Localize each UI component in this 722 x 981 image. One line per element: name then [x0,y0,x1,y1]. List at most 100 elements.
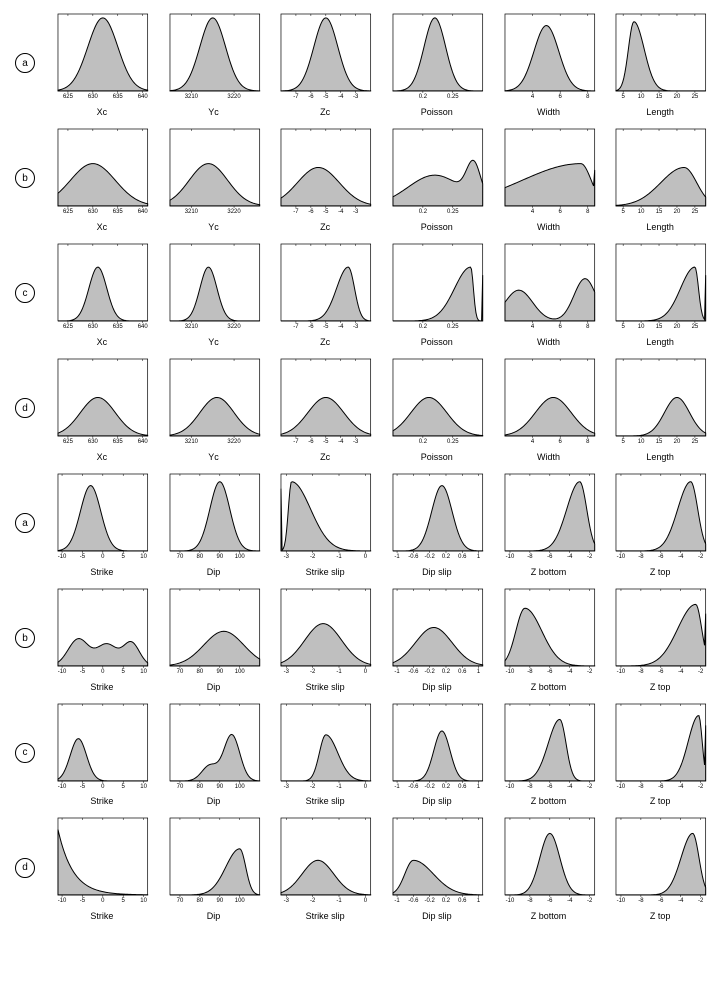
plot-area: 468 [499,10,599,105]
density-plot: 0.20.25 Poisson [387,125,487,232]
x-axis-label: Z bottom [531,796,567,806]
svg-text:-4: -4 [338,94,344,100]
svg-text:-4: -4 [567,669,573,675]
svg-text:8: 8 [586,94,590,100]
svg-text:-1: -1 [394,554,400,560]
svg-text:0.2: 0.2 [442,783,451,789]
svg-text:640: 640 [138,94,149,100]
svg-text:-2: -2 [698,898,704,904]
svg-text:10: 10 [140,554,147,560]
x-axis-label: Poisson [421,222,453,232]
svg-text:-2: -2 [698,554,704,560]
row-label-text: d [15,858,35,878]
density-plot: 0.20.25 Poisson [387,240,487,347]
svg-text:-4: -4 [567,783,573,789]
plot-area: 625630635640 [52,355,152,450]
svg-text:5: 5 [122,783,126,789]
svg-text:-8: -8 [527,898,533,904]
svg-text:5: 5 [622,439,626,445]
svg-text:625: 625 [63,94,74,100]
x-axis-label: Poisson [421,452,453,462]
svg-text:-3: -3 [284,898,290,904]
plot-area: 468 [499,355,599,450]
svg-text:-5: -5 [80,669,86,675]
density-plot: -3-2-10 Strike slip [275,700,375,807]
svg-text:1: 1 [477,898,481,904]
plot-area: -10-50510 [52,814,152,909]
row-label: b [10,585,40,692]
svg-text:70: 70 [176,554,183,560]
svg-text:-5: -5 [323,324,329,330]
svg-text:-4: -4 [678,554,684,560]
density-plot: 510152025 Length [610,355,710,462]
plot-area: 468 [499,240,599,335]
svg-text:-8: -8 [527,783,533,789]
density-plot: -7-6-5-4-3 Zc [275,355,375,462]
svg-text:80: 80 [196,554,203,560]
svg-text:-4: -4 [678,783,684,789]
plot-area: 625630635640 [52,10,152,105]
svg-text:-6: -6 [658,669,664,675]
density-plot: 625630635640 Xc [52,240,152,347]
density-plot: 625630635640 Xc [52,10,152,117]
svg-text:-2: -2 [587,554,593,560]
svg-text:6: 6 [558,324,562,330]
svg-text:20: 20 [674,439,681,445]
svg-text:4: 4 [531,324,535,330]
density-plot: 468 Width [499,240,599,347]
svg-text:-2: -2 [698,669,704,675]
svg-text:5: 5 [122,669,126,675]
svg-text:-6: -6 [547,898,553,904]
svg-text:3210: 3210 [184,94,198,100]
svg-text:-2: -2 [310,898,316,904]
svg-text:0.25: 0.25 [447,209,459,215]
plot-area: -10-8-6-4-2 [610,585,710,680]
svg-text:10: 10 [638,439,645,445]
density-plot: -7-6-5-4-3 Zc [275,240,375,347]
x-axis-label: Poisson [421,107,453,117]
svg-text:-8: -8 [527,554,533,560]
svg-text:-4: -4 [567,554,573,560]
svg-text:70: 70 [176,669,183,675]
x-axis-label: Z bottom [531,682,567,692]
density-plot: 510152025 Length [610,125,710,232]
svg-text:-4: -4 [338,324,344,330]
x-axis-label: Dip [207,682,221,692]
svg-text:0.2: 0.2 [419,324,428,330]
plot-area: 0.20.25 [387,125,487,220]
density-plot: -7-6-5-4-3 Zc [275,10,375,117]
svg-text:-0.2: -0.2 [425,669,436,675]
plot-area: 32103220 [164,240,264,335]
row-label-text: d [15,398,35,418]
svg-text:10: 10 [140,669,147,675]
density-plot: -10-8-6-4-2 Z top [610,585,710,692]
plot-area: -1-0.6-0.20.20.61 [387,814,487,909]
svg-text:0.6: 0.6 [458,554,467,560]
row-label-text: b [15,168,35,188]
density-plot: 708090100 Dip [164,814,264,921]
svg-text:15: 15 [656,209,663,215]
plot-area: 625630635640 [52,125,152,220]
plot-area: 32103220 [164,125,264,220]
x-axis-label: Yc [208,337,219,347]
x-axis-label: Strike [90,796,113,806]
svg-text:8: 8 [586,209,590,215]
density-plot: -1-0.6-0.20.20.61 Dip slip [387,700,487,807]
x-axis-label: Width [537,452,560,462]
x-axis-label: Z top [650,911,671,921]
density-plot: -3-2-10 Strike slip [275,814,375,921]
svg-text:-2: -2 [587,669,593,675]
svg-text:625: 625 [63,439,74,445]
plot-area: 510152025 [610,125,710,220]
svg-text:-1: -1 [394,669,400,675]
plot-area: -3-2-10 [275,814,375,909]
svg-text:15: 15 [656,439,663,445]
svg-text:-5: -5 [80,898,86,904]
density-plot: -10-8-6-4-2 Z top [610,814,710,921]
x-axis-label: Width [537,337,560,347]
svg-text:90: 90 [216,898,223,904]
svg-text:-10: -10 [58,554,67,560]
svg-text:15: 15 [656,94,663,100]
svg-text:0: 0 [364,669,368,675]
plot-area: -7-6-5-4-3 [275,125,375,220]
